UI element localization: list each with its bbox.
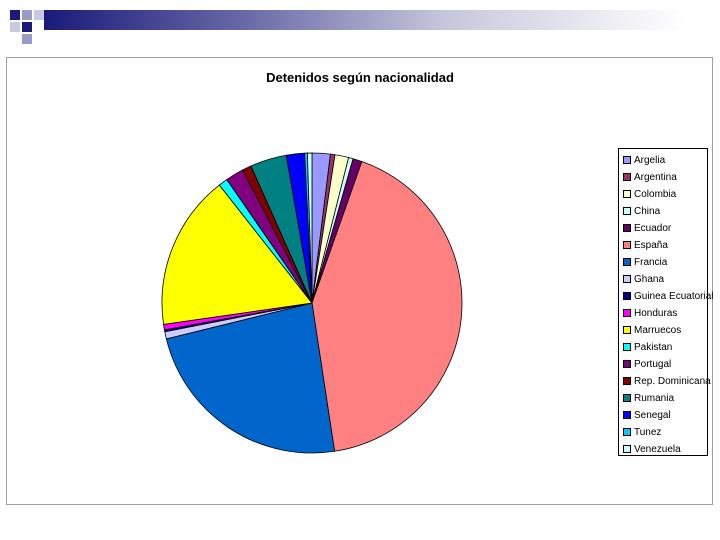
legend-item: Argelia [623,153,709,167]
legend-swatch [623,224,631,232]
legend-label: China [634,205,661,217]
decor-square [10,22,20,32]
legend-label: Portugal [634,358,672,370]
decor-square [22,34,32,44]
legend-label: Pakistan [634,341,673,353]
legend-swatch [623,258,631,266]
legend-swatch [623,207,631,215]
decor-square [22,10,32,20]
legend-swatch [623,190,631,198]
legend-item: Guinea Ecuatorial [623,289,714,303]
chart-title: Detenidos según nacionalidad [266,70,454,85]
legend-label: Marruecos [634,324,682,336]
legend-label: Colombia [634,188,677,200]
chart-legend: Argelia Argentina Colombia China Ecuador Espa… [618,148,714,456]
legend-swatch [623,326,631,334]
legend-item: Francia [623,255,709,269]
pie-slice-francia [165,302,336,454]
legend-swatch [623,360,631,368]
legend-label: España [634,239,668,251]
legend-item: Venezuela [623,442,709,456]
legend-swatch [623,309,631,317]
legend-label: Venezuela [634,443,681,455]
legend-item: Rep. Dominicana [623,374,711,388]
legend-item: Marruecos [623,323,709,337]
legend-swatch [623,428,631,436]
legend-swatch [623,156,631,164]
legend-item: Tunez [623,425,709,439]
legend-item: Pakistan [623,340,709,354]
legend-label: Honduras [634,307,678,319]
header-gradient-bar [44,10,720,30]
legend-swatch [623,411,631,419]
legend-swatch [623,292,631,300]
slide-header-decoration [0,0,720,46]
pie-slice-espa-a [311,161,463,452]
legend-item: Portugal [623,357,709,371]
legend-label: Tunez [634,426,662,438]
legend-item: Colombia [623,187,709,201]
legend-swatch [623,275,631,283]
pie-slice-venezuela [306,152,313,304]
pie-slice-marruecos [161,184,313,325]
legend-label: Rep. Dominicana [634,375,711,387]
legend-item: Argentina [623,170,709,184]
legend-item: Rumania [623,391,709,405]
legend-swatch [623,241,631,249]
legend-item: China [623,204,709,218]
decor-square [10,10,20,20]
legend-swatch [623,394,631,402]
legend-label: Francia [634,256,668,268]
legend-label: Rumania [634,392,675,404]
legend-label: Guinea Ecuatorial [634,290,714,302]
legend-item: Honduras [623,306,709,320]
legend-item: Ecuador [623,221,709,235]
legend-label: Argelia [634,154,666,166]
legend-item: Ghana [623,272,709,286]
legend-item: España [623,238,709,252]
legend-label: Senegal [634,409,671,421]
legend-label: Ecuador [634,222,672,234]
decor-square [22,22,32,32]
legend-label: Argentina [634,171,677,183]
decor-square [34,10,44,20]
legend-label: Ghana [634,273,665,285]
legend-swatch [623,173,631,181]
legend-item: Senegal [623,408,709,422]
legend-swatch [623,377,631,385]
legend-swatch [623,343,631,351]
legend-swatch [623,445,631,453]
